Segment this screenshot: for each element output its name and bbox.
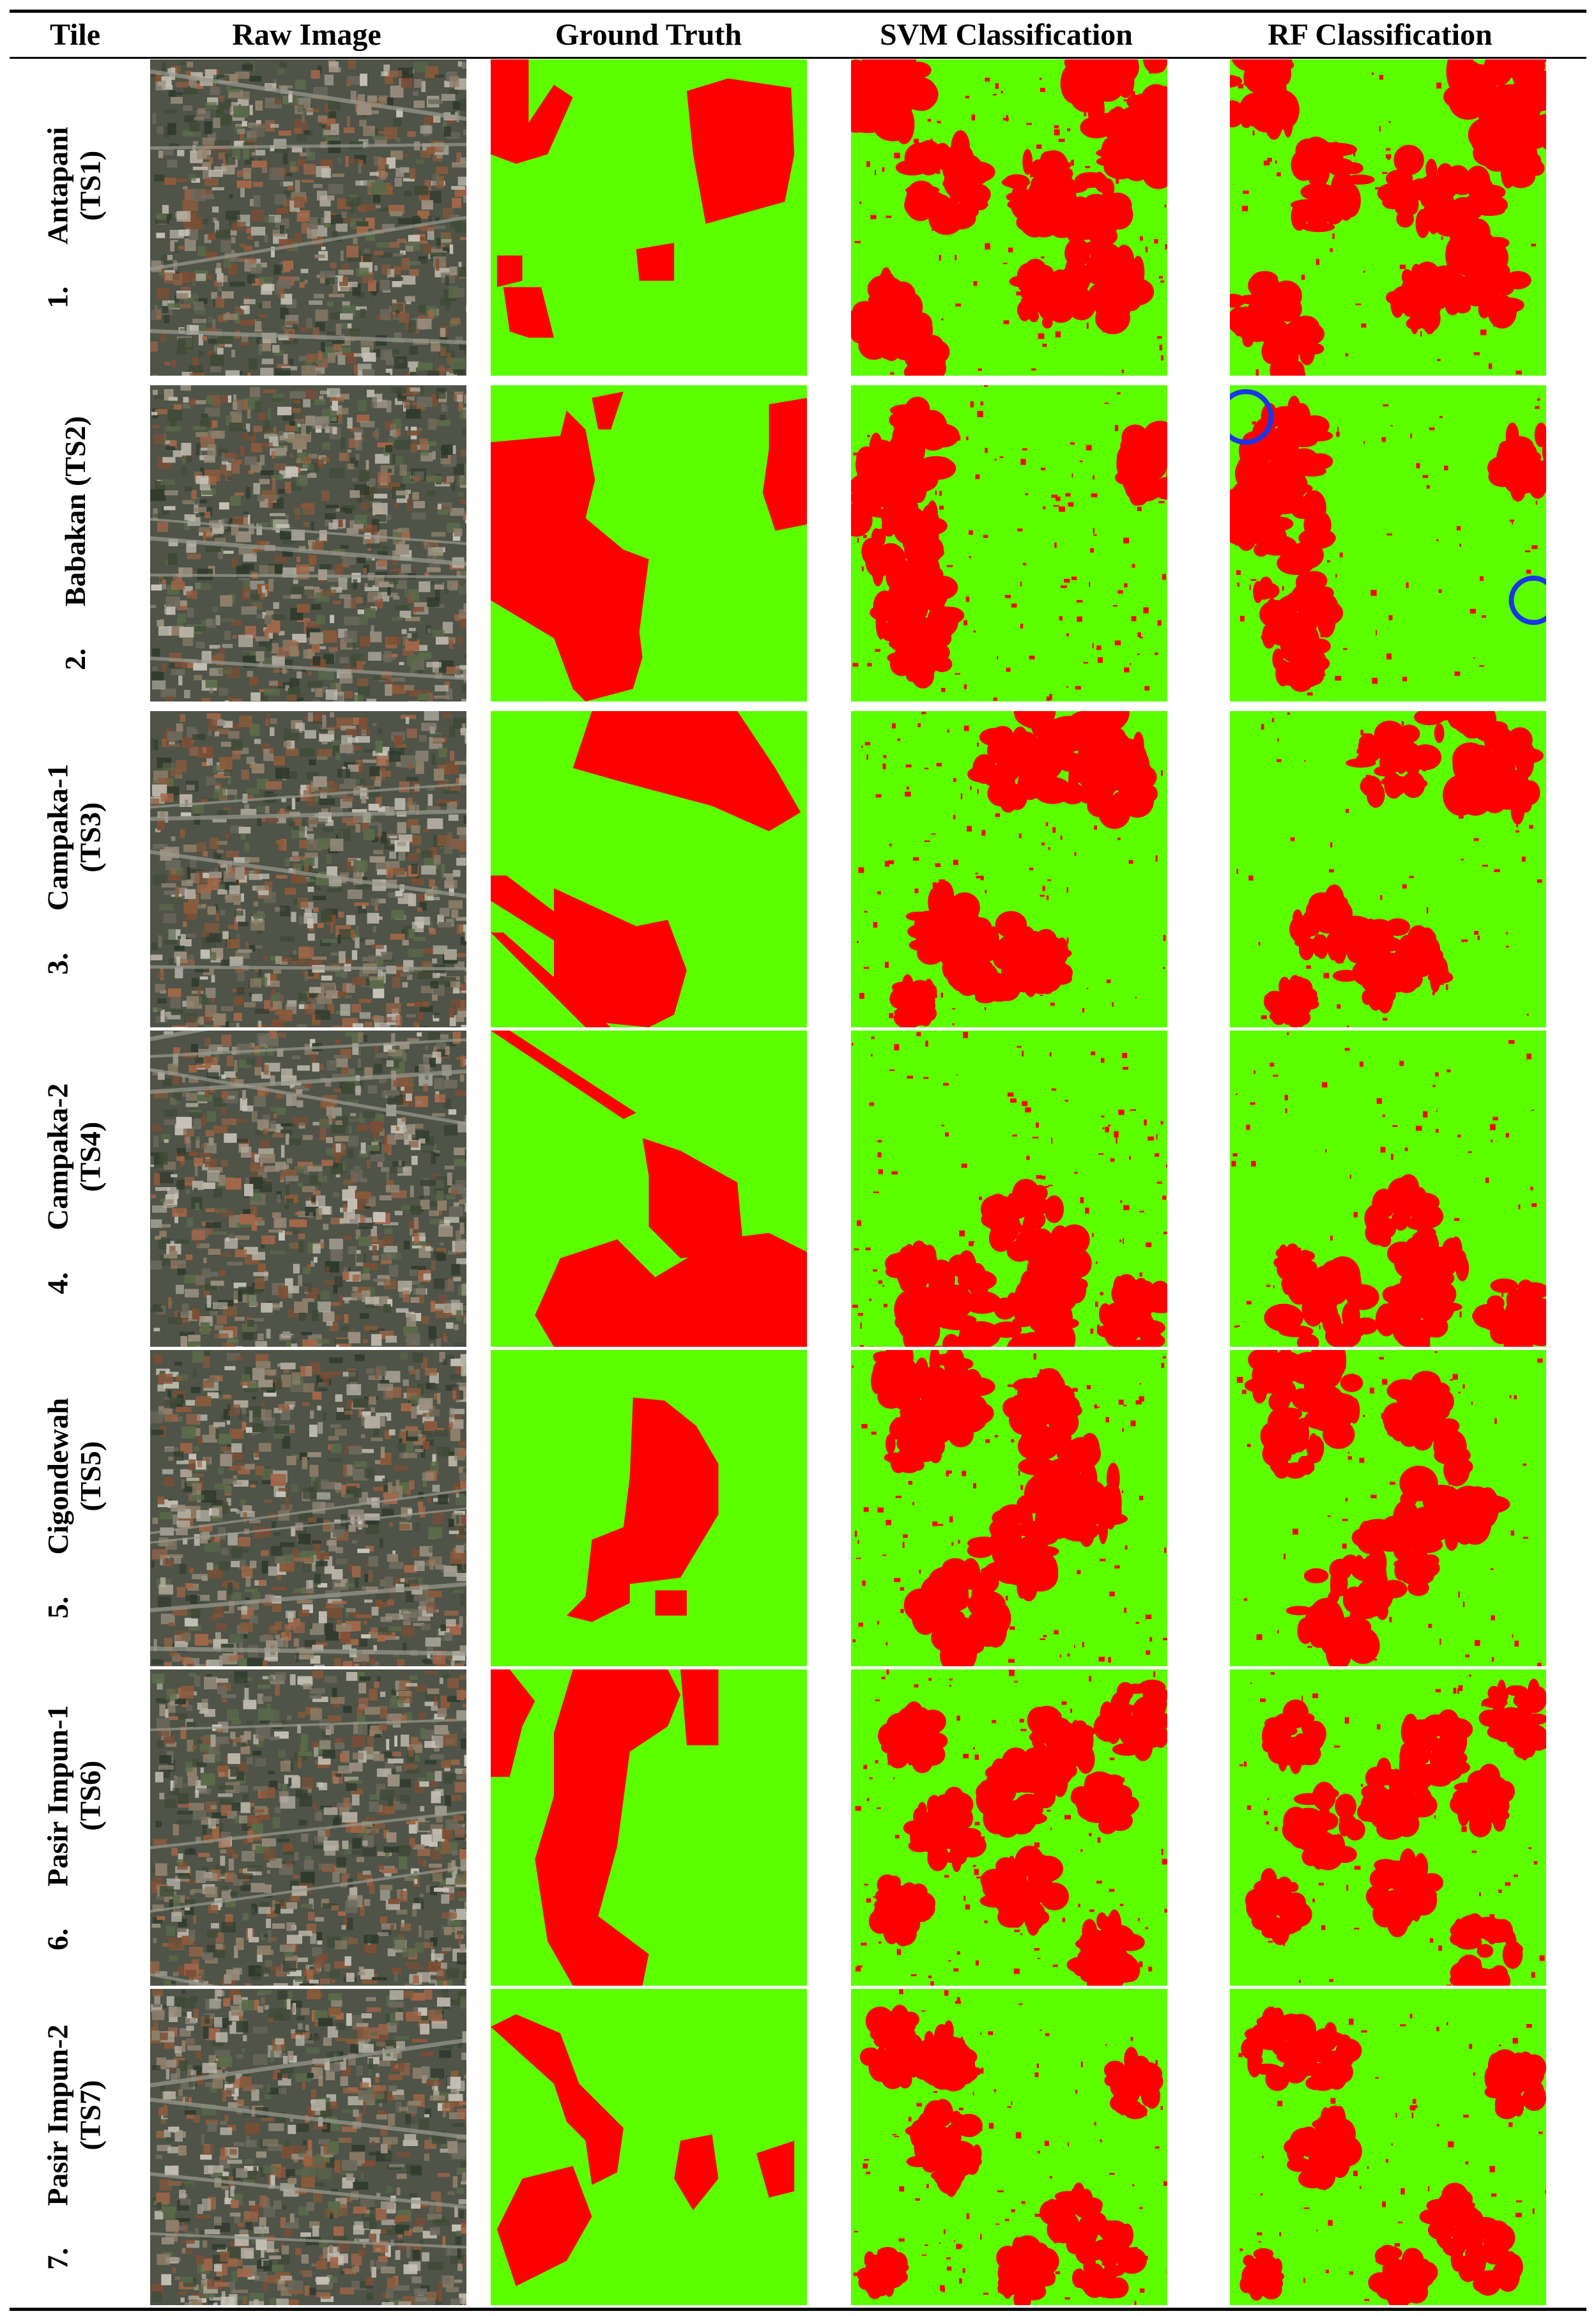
row-label-5: 5. Cigondewah (TS5) <box>10 1350 141 1666</box>
row-number: 5. <box>41 1596 74 1619</box>
ground-truth-map-5 <box>491 1350 807 1666</box>
rf-classification-map-7 <box>1230 1989 1546 2305</box>
ground-truth-map-7 <box>491 1989 807 2305</box>
row-site-name: Babakan (TS2) <box>58 416 91 607</box>
row-site-name: Pasir Impun-1 <box>41 1705 74 1887</box>
row-site-name: Campaka-2 <box>41 1083 74 1231</box>
table-bottom-rule <box>10 2308 1586 2311</box>
raw-image-3 <box>150 711 466 1027</box>
row-site-code: (TS5) <box>74 1441 107 1512</box>
rf-classification-map-5 <box>1230 1350 1546 1666</box>
row-label-6: 6. Pasir Impun-1 (TS6) <box>10 1669 141 1986</box>
header-raw-image: Raw Image <box>232 18 381 52</box>
row-label-4: 4. Campaka-2 (TS4) <box>10 1031 141 1347</box>
svm-classification-map-2 <box>851 385 1167 702</box>
row-number: 7. <box>41 2248 74 2270</box>
row-site-name: Pasir Impun-2 <box>41 2024 74 2206</box>
ground-truth-map-1 <box>491 59 807 376</box>
raw-image-2 <box>150 385 466 702</box>
row-number: 4. <box>41 1272 74 1294</box>
table-top-rule <box>10 10 1586 13</box>
svm-classification-map-6 <box>851 1669 1167 1986</box>
row-number: 6. <box>41 1928 74 1951</box>
table-header-rule <box>10 57 1586 59</box>
rf-classification-map-3 <box>1230 711 1546 1027</box>
row-site-code: (TS4) <box>74 1121 107 1192</box>
ground-truth-map-6 <box>491 1669 807 1986</box>
row-site-code: (TS6) <box>74 1760 107 1831</box>
raw-image-6 <box>150 1669 466 1986</box>
raw-image-4 <box>150 1031 466 1347</box>
raw-image-1 <box>150 59 466 376</box>
header-ground-truth: Ground Truth <box>555 18 742 52</box>
highlight-circle <box>1508 576 1546 625</box>
row-number: 3. <box>41 953 74 975</box>
ground-truth-map-4 <box>491 1031 807 1347</box>
row-site-name: Antapani <box>41 127 74 245</box>
header-tile: Tile <box>49 18 101 52</box>
rf-classification-map-6 <box>1230 1669 1546 1986</box>
rf-classification-map-4 <box>1230 1031 1546 1347</box>
row-site-name: Campaka-1 <box>41 763 74 911</box>
rf-classification-map-1 <box>1230 59 1546 376</box>
raw-image-5 <box>150 1350 466 1666</box>
row-label-7: 7. Pasir Impun-2 (TS7) <box>10 1989 141 2305</box>
svm-classification-map-3 <box>851 711 1167 1027</box>
row-site-code: (TS3) <box>74 802 107 873</box>
svm-classification-map-4 <box>851 1031 1167 1347</box>
ground-truth-map-3 <box>491 711 807 1027</box>
row-label-1: 1. Antapani (TS1) <box>10 59 141 376</box>
row-number: 1. <box>41 286 74 309</box>
header-rf-classification: RF Classification <box>1268 18 1492 52</box>
raw-image-7 <box>150 1989 466 2305</box>
row-label-2: 2. Babakan (TS2) <box>10 385 141 702</box>
highlight-circle <box>1230 388 1274 445</box>
row-site-name: Cigondewah <box>41 1397 74 1555</box>
row-site-code: (TS1) <box>74 150 107 221</box>
svm-classification-map-1 <box>851 59 1167 376</box>
svm-classification-map-7 <box>851 1989 1167 2305</box>
svm-classification-map-5 <box>851 1350 1167 1666</box>
row-number: 2. <box>58 648 91 671</box>
row-label-3: 3. Campaka-1 (TS3) <box>10 711 141 1027</box>
row-site-code: (TS7) <box>74 2080 107 2151</box>
ground-truth-map-2 <box>491 385 807 702</box>
header-svm-classification: SVM Classification <box>880 18 1133 52</box>
rf-classification-map-2 <box>1230 385 1546 702</box>
